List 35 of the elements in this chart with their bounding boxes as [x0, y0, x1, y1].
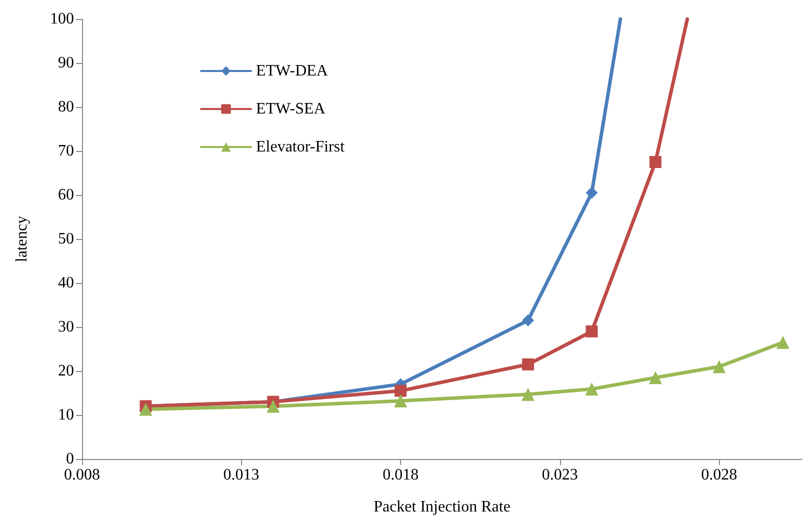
y-tick-label: 80	[58, 98, 74, 116]
point	[586, 186, 598, 199]
y-tick-label: 20	[58, 362, 74, 380]
x-axis-title: Packet Injection Rate	[374, 498, 510, 516]
x-tick-label: 0.008	[64, 466, 100, 484]
legend-label: ETW-SEA	[256, 100, 326, 118]
point	[712, 360, 726, 374]
x-tick-label: 0.023	[542, 466, 578, 484]
point	[394, 384, 407, 397]
y-tick-label: 90	[58, 54, 74, 72]
y-tick-label: 10	[58, 406, 74, 424]
point	[139, 402, 152, 416]
y-tick-label: 70	[58, 142, 74, 160]
point	[776, 336, 790, 349]
legend-label: Elevator-First	[256, 138, 346, 156]
x-tick-label: 0.018	[382, 466, 419, 484]
y-tick-label: 60	[58, 186, 74, 204]
y-tick-label: 40	[58, 274, 74, 292]
point	[266, 400, 280, 413]
x-tick-label: 0.028	[701, 466, 738, 484]
y-tick-label: 100	[50, 10, 74, 28]
y-tick-label: 30	[58, 318, 74, 336]
legend-label: ETW-DEA	[256, 62, 328, 80]
point	[522, 358, 534, 370]
y-axis-title: latency	[14, 216, 30, 262]
point	[649, 156, 662, 168]
y-tick-label: 0	[66, 450, 74, 468]
point	[522, 388, 535, 401]
point	[586, 325, 598, 338]
point	[648, 371, 662, 384]
x-tick-label: 0.013	[223, 466, 260, 484]
point	[585, 382, 598, 396]
point	[522, 314, 534, 326]
point	[394, 394, 408, 408]
y-tick-label: 50	[58, 230, 74, 248]
